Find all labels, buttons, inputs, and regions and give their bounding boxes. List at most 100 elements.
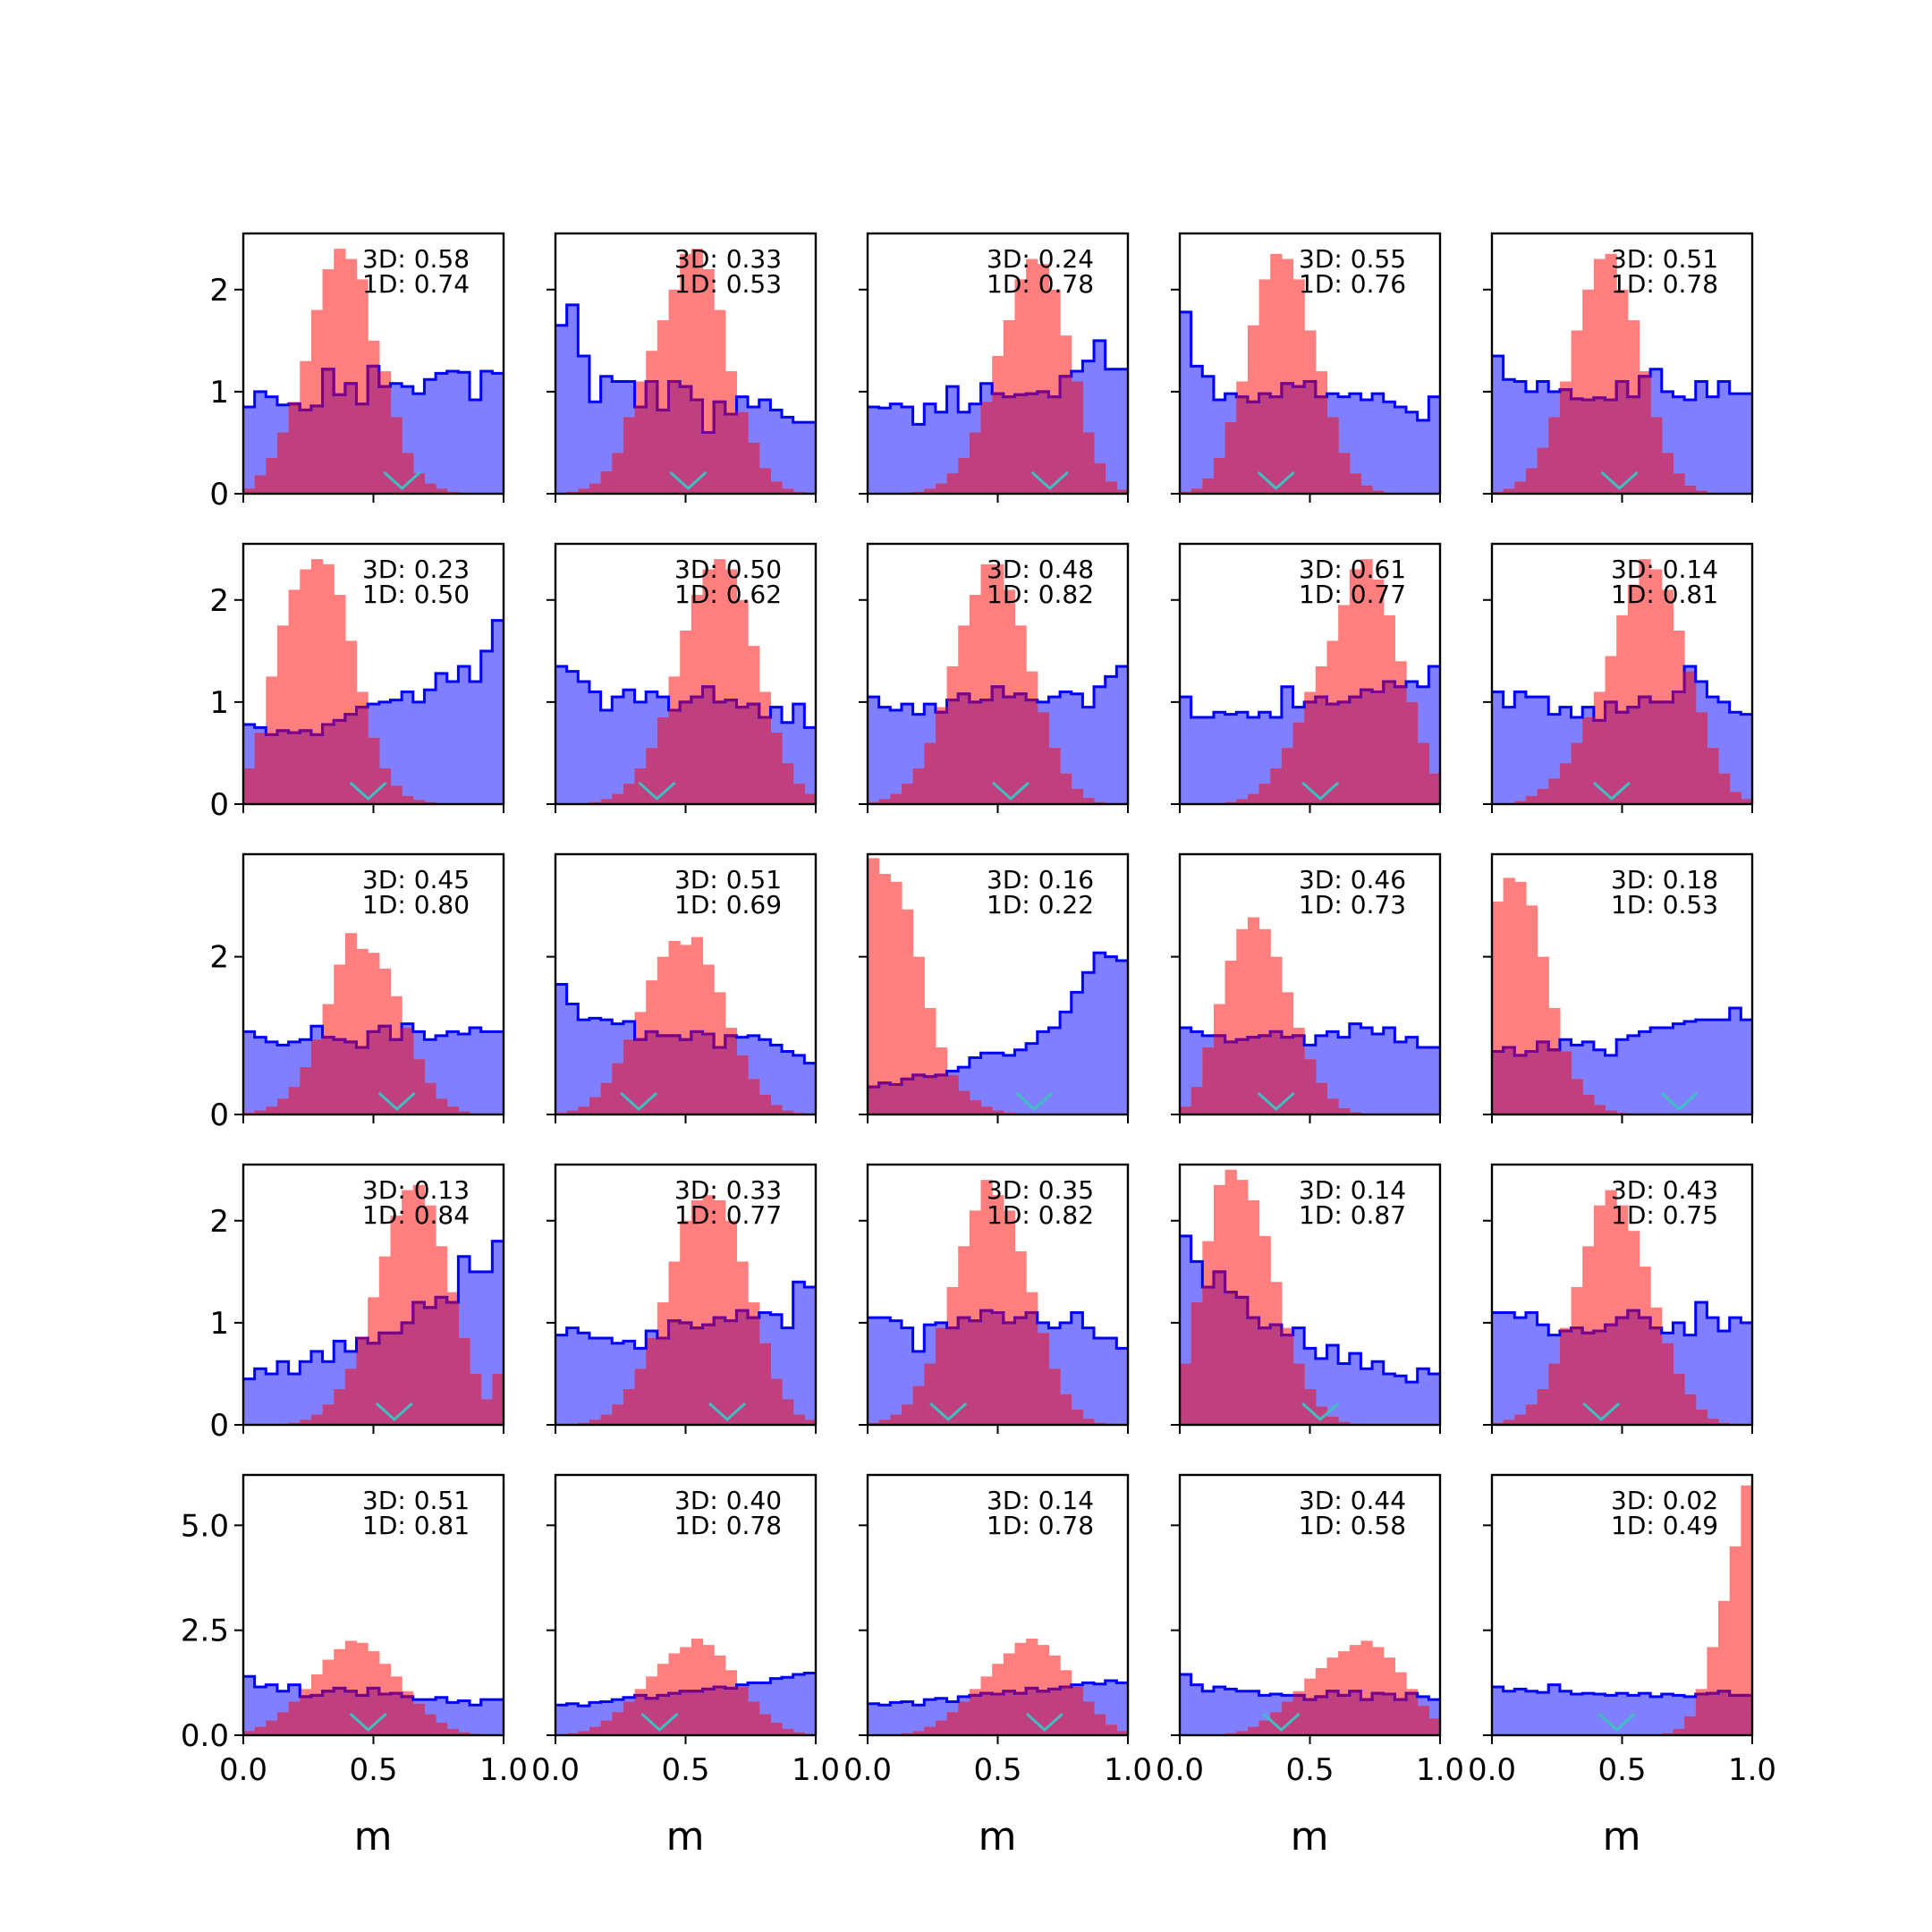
- blue-hist-bar: [1105, 1680, 1117, 1735]
- overlap-hist-bar: [736, 411, 749, 494]
- blue-hist-bar: [1360, 1028, 1373, 1114]
- blue-hist-bar: [1741, 1020, 1752, 1114]
- overlap-hist-bar: [1627, 707, 1640, 804]
- overlap-hist-bar: [714, 701, 726, 804]
- blue-hist-bar: [890, 403, 902, 494]
- score-annotation: 3D: 0.23: [362, 555, 470, 584]
- blue-hist-bar: [1213, 712, 1226, 804]
- x-axis-label: m: [666, 1814, 705, 1860]
- marker-chevron: [1257, 470, 1295, 491]
- overlap-hist-bar: [1673, 1728, 1685, 1735]
- overlap-hist-bar: [334, 1688, 346, 1735]
- blue-hist-bar: [878, 408, 891, 494]
- overlap-hist-bar: [992, 1312, 1004, 1425]
- overlap-hist-bar: [1548, 778, 1561, 804]
- blue-hist-bar: [402, 691, 414, 804]
- blue-hist-bar: [1014, 1049, 1027, 1114]
- overlap-hist-bar: [1082, 798, 1095, 804]
- overlap-hist-bar: [276, 1098, 290, 1114]
- overlap-hist-bar: [1292, 1035, 1305, 1114]
- overlap-hist-bar: [980, 402, 993, 494]
- overlap-hist-bar: [1270, 396, 1283, 494]
- overlap-hist-bar: [1695, 1409, 1707, 1425]
- overlap-hist-bar: [1503, 488, 1515, 494]
- blue-hist-bar: [254, 1687, 267, 1735]
- y-tick-label: 2: [209, 583, 229, 619]
- overlap-hist-bar: [390, 1333, 402, 1425]
- overlap-hist-bar: [276, 730, 290, 804]
- blue-hist-bar: [600, 376, 613, 494]
- blue-hist-bar: [458, 1034, 470, 1114]
- blue-hist-bar: [1673, 1023, 1685, 1114]
- overlap-hist-bar: [1202, 1047, 1215, 1114]
- overlap-hist-bar: [1071, 1409, 1083, 1425]
- overlap-hist-bar: [436, 1098, 448, 1114]
- overlap-hist-bar: [600, 1082, 613, 1114]
- blue-hist-bar: [1202, 717, 1215, 804]
- score-annotation: 3D: 0.45: [362, 865, 470, 894]
- score-annotation: 1D: 0.78: [1611, 269, 1718, 299]
- blue-hist-bar: [1191, 717, 1203, 804]
- y-tick-label: 5.0: [181, 1508, 229, 1544]
- overlap-hist-bar: [1236, 799, 1249, 804]
- blue-hist-bar: [1406, 1037, 1419, 1114]
- overlap-hist-bar: [890, 1084, 902, 1114]
- blue-hist-bar: [492, 620, 504, 804]
- blue-hist-bar: [1503, 707, 1515, 804]
- blue-hist-bar: [1105, 956, 1117, 1114]
- x-tick-label: 0.0: [531, 1752, 580, 1788]
- x-tick-label: 0.0: [843, 1752, 892, 1788]
- overlap-hist-bar: [1571, 742, 1583, 804]
- overlap-hist-bar: [1105, 481, 1117, 494]
- overlap-hist-bar: [266, 458, 278, 494]
- overlap-hist-bar: [288, 403, 301, 494]
- overlap-hist-bar: [368, 366, 380, 494]
- marker-chevron: [377, 1091, 416, 1112]
- score-annotation: 3D: 0.44: [1299, 1486, 1406, 1515]
- overlap-hist-bar: [935, 712, 948, 804]
- overlap-hist-bar: [458, 1111, 470, 1114]
- blue-hist-bar: [589, 402, 602, 494]
- blue-hist-bar: [1406, 1382, 1419, 1425]
- blue-hist-bar: [300, 1361, 312, 1425]
- overlap-hist-bar: [1213, 1035, 1226, 1114]
- overlap-hist-bar: [868, 1087, 880, 1114]
- score-annotation: 1D: 0.22: [987, 890, 1094, 919]
- blue-hist-bar: [1338, 1363, 1351, 1425]
- overlap-hist-bar: [758, 1714, 771, 1735]
- overlap-hist-bar: [1304, 1699, 1317, 1735]
- blue-hist-bar: [254, 1368, 267, 1425]
- overlap-hist-bar: [1718, 773, 1731, 804]
- x-axis-label: m: [354, 1814, 393, 1860]
- overlap-hist-bar: [1247, 1037, 1260, 1114]
- blue-hist-bar: [1202, 376, 1215, 494]
- overlap-hist-bar: [623, 1389, 636, 1425]
- blue-hist-bar: [804, 1286, 816, 1425]
- overlap-hist-bar: [634, 1039, 647, 1114]
- blue-hist-bar: [969, 1057, 982, 1114]
- overlap-hist-bar: [424, 1307, 436, 1425]
- score-annotation: 1D: 0.80: [362, 890, 470, 919]
- plot-area: [868, 258, 1128, 494]
- overlap-hist-bar: [646, 1338, 658, 1425]
- blue-hist-bar: [578, 1333, 590, 1425]
- overlap-hist-bar: [1338, 1421, 1351, 1425]
- blue-hist-bar: [1492, 691, 1504, 804]
- overlap-hist-bar: [668, 1035, 681, 1114]
- blue-hist-bar: [243, 407, 256, 494]
- overlap-hist-bar: [1417, 742, 1429, 804]
- blue-hist-bar: [1349, 1023, 1362, 1114]
- overlap-hist-bar: [1394, 686, 1407, 804]
- overlap-hist-bar: [378, 1026, 392, 1114]
- overlap-hist-bar: [1627, 396, 1640, 494]
- overlap-hist-bar: [1236, 1731, 1249, 1735]
- blue-hist-bar: [492, 1031, 504, 1114]
- overlap-hist-bar: [924, 1363, 936, 1425]
- x-tick-label: 0.0: [1468, 1752, 1516, 1788]
- overlap-hist-bar: [1514, 481, 1527, 494]
- overlap-hist-bar: [1191, 1087, 1203, 1114]
